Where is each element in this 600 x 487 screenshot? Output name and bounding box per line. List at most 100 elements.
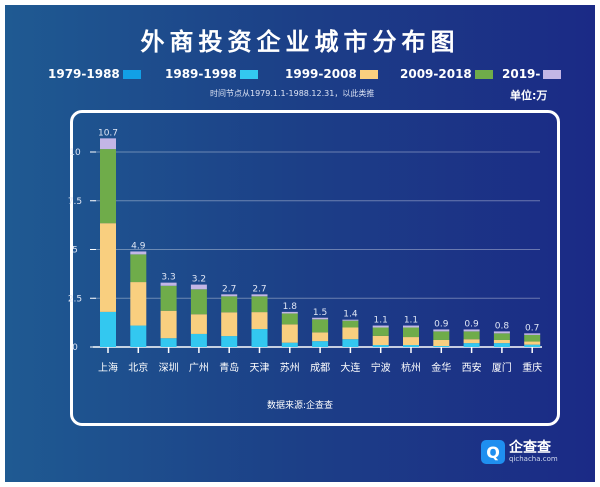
legend-label: 2009-2018 bbox=[400, 67, 472, 81]
source-label: 数据来源:企查查 bbox=[266, 401, 334, 411]
total-label: 3.3 bbox=[161, 273, 175, 283]
chart-title: 外商投资企业城市分布图 bbox=[140, 28, 460, 56]
bar-segment bbox=[281, 324, 298, 343]
bar-segment bbox=[493, 331, 510, 334]
bar-segment bbox=[524, 334, 541, 342]
bar-segment bbox=[463, 339, 480, 344]
total-label: 1.5 bbox=[313, 308, 327, 318]
bar-segment bbox=[281, 342, 298, 347]
x-tick-label: 西安 bbox=[462, 361, 482, 374]
x-tick-label: 深圳 bbox=[159, 362, 179, 374]
chart-frame bbox=[70, 110, 560, 426]
bar-segment bbox=[524, 333, 541, 335]
x-tick-label: 杭州 bbox=[401, 361, 421, 374]
bar-segment bbox=[160, 338, 177, 347]
logo-icon: Q bbox=[481, 440, 505, 464]
bar-segment bbox=[221, 312, 238, 337]
bar-segment bbox=[524, 341, 541, 345]
bar-segment bbox=[130, 254, 147, 283]
x-tick-label: 青岛 bbox=[219, 361, 239, 374]
legend-swatch bbox=[122, 69, 141, 79]
bar-segment bbox=[130, 325, 147, 347]
bar-segment bbox=[493, 339, 510, 344]
bar-segment bbox=[160, 282, 177, 286]
bar-segment bbox=[281, 311, 298, 314]
bar-segment bbox=[493, 343, 510, 347]
bar-segment bbox=[312, 319, 329, 333]
x-tick-label: 苏州 bbox=[280, 361, 300, 374]
total-label: 0.8 bbox=[495, 321, 510, 331]
legend-swatch bbox=[239, 69, 258, 79]
x-tick-label: 广州 bbox=[189, 362, 209, 374]
bar-segment bbox=[190, 289, 207, 315]
total-label: 1.1 bbox=[374, 316, 388, 326]
x-tick-label: 厦门 bbox=[492, 361, 512, 374]
y-tick-label: 2.5 bbox=[68, 294, 82, 304]
legend-item: 2009-2018 bbox=[400, 67, 493, 81]
total-label: 0.9 bbox=[434, 319, 449, 329]
bar-segment bbox=[100, 223, 116, 312]
bar-segment bbox=[251, 312, 268, 330]
bar-segment bbox=[221, 294, 238, 297]
legend-label: 2019- bbox=[502, 67, 541, 81]
bar-segment bbox=[130, 282, 147, 326]
bar-segment bbox=[312, 317, 329, 320]
total-label: 1.8 bbox=[283, 302, 298, 312]
bar-segment bbox=[463, 343, 480, 347]
bar-segment bbox=[433, 346, 450, 347]
x-tick-label: 上海 bbox=[98, 361, 118, 374]
bar-segment bbox=[493, 333, 510, 340]
bar-segment bbox=[524, 344, 541, 347]
x-tick-label: 天津 bbox=[250, 362, 270, 374]
legend-label: 1999-2008 bbox=[285, 67, 357, 81]
x-tick-label: 宁波 bbox=[371, 361, 391, 374]
logo-sub: qichacha.com bbox=[509, 455, 558, 463]
qichacha-logo: Q 企查查 qichacha.com bbox=[481, 440, 558, 464]
bar-segment bbox=[312, 332, 329, 342]
legend-swatch bbox=[474, 69, 493, 79]
bar-segment bbox=[372, 325, 389, 328]
y-tick-label: 10 bbox=[69, 148, 81, 158]
total-label: 4.9 bbox=[131, 241, 146, 251]
legend-swatch bbox=[543, 69, 562, 79]
bar-segment bbox=[372, 335, 389, 346]
bar-segment bbox=[433, 339, 450, 347]
x-tick-label: 北京 bbox=[128, 361, 148, 374]
logo-text: 企查查 bbox=[509, 440, 551, 456]
legend-label: 1989-1998 bbox=[165, 67, 237, 81]
bar-segment bbox=[403, 345, 419, 347]
total-label: 1.4 bbox=[343, 310, 358, 320]
total-label: 2.7 bbox=[252, 284, 266, 294]
bar-segment bbox=[403, 325, 419, 328]
bar-segment bbox=[463, 329, 480, 332]
y-tick-label: 5 bbox=[72, 246, 78, 256]
y-tick-label: 0 bbox=[72, 343, 78, 353]
bar-segment bbox=[251, 296, 268, 313]
total-label: 2.7 bbox=[222, 284, 236, 294]
bar-segment bbox=[342, 339, 359, 347]
total-label: 3.2 bbox=[192, 275, 206, 285]
time-note: 时间节点从1979.1.1-1988.12.31，以此类推 bbox=[210, 89, 375, 98]
bar-segment bbox=[100, 149, 116, 224]
total-label: 1.1 bbox=[404, 316, 418, 326]
bar-segment bbox=[160, 285, 177, 311]
legend-item: 1999-2008 bbox=[285, 67, 378, 81]
bar-segment bbox=[433, 329, 450, 332]
bar-segment bbox=[281, 313, 298, 325]
bar-segment bbox=[100, 311, 116, 347]
bar-segment bbox=[372, 345, 389, 347]
legend-label: 1979-1988 bbox=[48, 67, 120, 81]
bar-segment bbox=[130, 251, 147, 255]
bar-segment bbox=[372, 327, 389, 336]
bar-segment bbox=[403, 327, 419, 338]
y-tick-label: 7.5 bbox=[68, 197, 82, 207]
bar-segment bbox=[342, 320, 359, 328]
bar-segment bbox=[160, 310, 177, 339]
bar-segment bbox=[342, 327, 359, 340]
bar-segment bbox=[342, 319, 359, 321]
total-label: 0.9 bbox=[464, 319, 479, 329]
legend-swatch bbox=[359, 69, 378, 79]
bar-segment bbox=[221, 296, 238, 313]
bar-segment bbox=[312, 341, 329, 347]
